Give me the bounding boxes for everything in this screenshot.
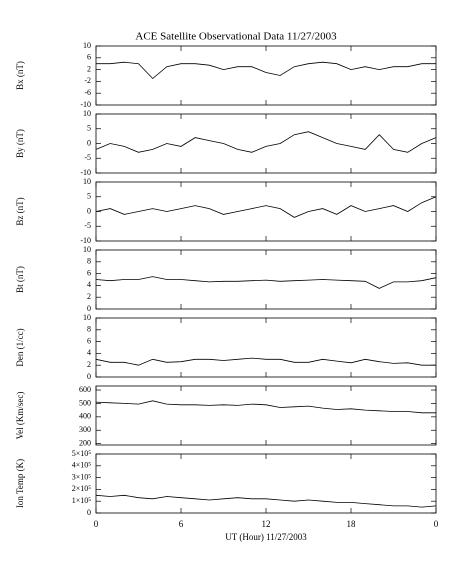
y-axis-label: Ion Temp (K) [15, 459, 25, 508]
y-tick-label: -10 [80, 100, 91, 109]
y-tick-label: 0 [87, 508, 91, 517]
y-tick-label: 0 [87, 304, 91, 313]
panel-frame [95, 113, 437, 174]
panel-frame [95, 45, 437, 106]
data-line [95, 196, 437, 218]
panel-frame [95, 181, 437, 242]
y-tick-label: 5 [87, 124, 91, 133]
y-tick-label: 200 [79, 438, 91, 447]
y-tick-label: 2×10⁵ [72, 484, 92, 493]
y-axis-label: Bt (nT) [15, 266, 25, 293]
y-tick-label: -6 [84, 88, 91, 97]
y-tick-label: -2 [84, 76, 91, 85]
y-tick-label: 10 [83, 109, 91, 118]
y-tick-label: 500 [79, 398, 91, 407]
panel-frame [95, 385, 437, 446]
y-tick-label: 5×10⁵ [72, 449, 92, 458]
y-tick-label: 6 [87, 53, 91, 62]
y-tick-label: 5 [87, 192, 91, 201]
chart-title: ACE Satellite Observational Data 11/27/2… [135, 31, 337, 43]
y-tick-label: 0 [87, 138, 91, 147]
panel-frame [95, 249, 437, 310]
data-line [95, 276, 437, 289]
y-axis-label: Den (1/cc) [15, 328, 25, 366]
y-tick-label: 10 [83, 177, 91, 186]
y-tick-label: 2 [87, 292, 91, 301]
y-tick-label: 4 [87, 280, 91, 289]
y-axis-label: By (nT) [15, 129, 25, 158]
y-tick-label: 10 [83, 41, 91, 50]
y-tick-label: 400 [79, 412, 91, 421]
y-tick-label: 2 [87, 360, 91, 369]
data-line [95, 494, 437, 508]
y-tick-label: -5 [84, 221, 91, 230]
y-axis-label: Vel (Km/sec) [15, 392, 25, 440]
y-axis-label: Bz (nT) [15, 197, 25, 225]
y-tick-label: 6 [87, 336, 91, 345]
y-axis-label: Bx (nT) [15, 61, 25, 90]
x-tick-label: 0 [434, 519, 439, 529]
y-tick-label: 2 [87, 64, 91, 73]
y-tick-label: 6 [87, 268, 91, 277]
x-tick-label: 6 [179, 519, 184, 529]
y-tick-label: -10 [80, 168, 91, 177]
data-line [95, 400, 436, 414]
x-tick-label: 0 [94, 519, 99, 529]
x-axis-label: UT (Hour) 11/27/2003 [225, 532, 307, 542]
y-tick-label: 8 [87, 325, 91, 334]
y-tick-label: 1×10⁵ [72, 496, 92, 505]
y-tick-label: 4×10⁵ [72, 461, 92, 470]
y-tick-label: 600 [79, 385, 91, 394]
panel-frame [95, 317, 437, 378]
y-tick-label: -5 [84, 153, 91, 162]
data-line [95, 131, 437, 153]
y-tick-label: 10 [83, 313, 91, 322]
data-line [96, 61, 436, 80]
x-tick-label: 12 [262, 519, 271, 529]
y-tick-label: 10 [83, 245, 91, 254]
y-tick-label: 8 [87, 257, 91, 266]
data-line [95, 357, 436, 366]
panel-frame [95, 453, 437, 514]
y-tick-label: 0 [87, 206, 91, 215]
x-tick-label: 18 [347, 519, 357, 529]
y-tick-label: 0 [87, 372, 91, 381]
y-tick-label: -10 [80, 236, 91, 245]
y-tick-label: 4 [87, 348, 91, 357]
y-tick-label: 300 [79, 425, 91, 434]
y-tick-label: 3×10⁵ [72, 472, 92, 481]
